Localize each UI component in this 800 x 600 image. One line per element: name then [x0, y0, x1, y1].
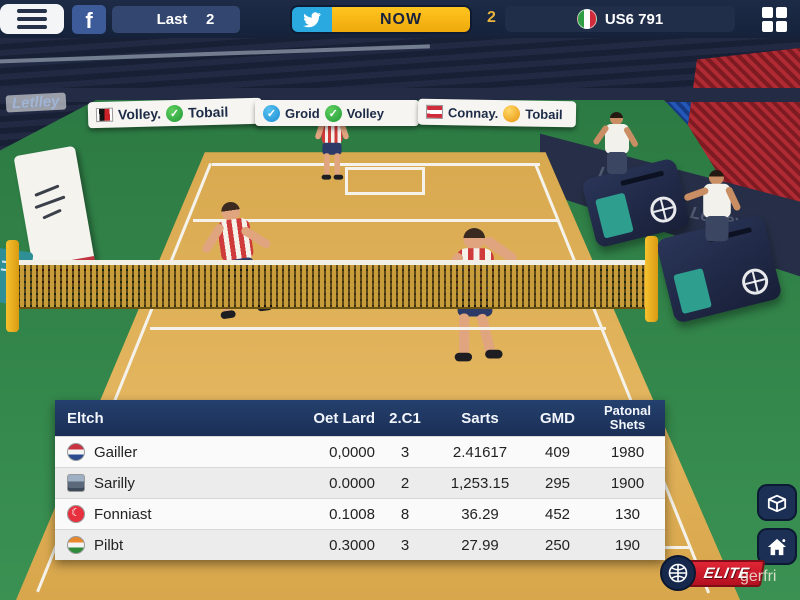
volleyball-net: [12, 260, 654, 309]
badge-suffix-text: gerfri: [740, 568, 777, 585]
court-line: [193, 219, 559, 222]
stats-table: Eltch Oet Lard 2.C1 Sarts GMD Patonal Sh…: [55, 400, 665, 560]
row-sarts: 1,253.15: [450, 474, 510, 492]
table-header-row: Eltch Oet Lard 2.C1 Sarts GMD Patonal Sh…: [55, 400, 665, 436]
row-2c1: 3: [400, 443, 410, 461]
gold-coin-icon: [503, 104, 521, 122]
sponsor-banner-1: Volley. ✓ Tobail: [87, 97, 263, 129]
table-row[interactable]: Fonniast 0.1008 8 36.29 452 130: [55, 498, 665, 529]
player-avatar-icon: [67, 474, 85, 492]
turkey-flag-icon: [67, 505, 85, 523]
last-label: Last: [156, 11, 188, 28]
last-button[interactable]: Last 2: [112, 6, 240, 33]
row-2c1: 8: [400, 505, 410, 523]
green-check-icon: ✓: [165, 104, 184, 122]
sponsor-banner-3: Connay. Tobail: [417, 98, 577, 128]
row-name: Sarilly: [94, 474, 135, 492]
row-oet-lard: 0.0000: [329, 474, 375, 492]
row-gmd: 250: [544, 536, 571, 554]
row-2c1: 2: [400, 474, 410, 492]
india-flag-icon: [67, 536, 85, 554]
twitter-icon: [292, 7, 332, 32]
blue-check-icon: ✓: [263, 104, 280, 122]
row-patonal: 1900: [610, 474, 645, 492]
black-red-flag-icon: [95, 107, 114, 123]
elite-badge[interactable]: ELITE: [660, 555, 766, 591]
grid-icon: [762, 7, 773, 18]
court-service-box: [345, 167, 425, 195]
box-icon: [767, 494, 787, 512]
net-post-left: [6, 240, 19, 332]
netherlands-flag-icon: [67, 443, 85, 461]
header-patonal-shets: Patonal Shets: [604, 403, 651, 432]
league-ball-icon: [660, 555, 696, 591]
home-button[interactable]: [757, 528, 797, 565]
italy-flag-icon: [576, 9, 597, 29]
row-oet-lard: 0.3000: [329, 536, 375, 554]
row-gmd: 295: [544, 474, 571, 492]
header-gmd: GMD: [540, 409, 575, 427]
apps-grid-button[interactable]: [762, 7, 788, 33]
red-white-red-flag-icon: [425, 104, 444, 120]
row-patonal: 130: [614, 505, 641, 523]
row-patonal: 190: [614, 536, 641, 554]
green-check-icon: ✓: [324, 104, 342, 122]
row-gmd: 409: [544, 443, 571, 461]
row-patonal: 1980: [610, 443, 645, 461]
currency-display[interactable]: US6 791: [505, 6, 735, 32]
header-oet-lard: Oet Lard: [313, 409, 375, 427]
table-row[interactable]: Sarilly 0.0000 2 1,253.15 295 1900: [55, 467, 665, 498]
rewards-button[interactable]: [757, 484, 797, 521]
banner-text: Volley: [346, 105, 385, 121]
row-oet-lard: 0,0000: [329, 443, 375, 461]
now-count: 2: [487, 9, 496, 26]
row-sarts: 2.41617: [452, 443, 508, 461]
header-sarts: Sarts: [461, 409, 499, 427]
currency-value: US6 791: [604, 10, 664, 28]
header-2c1: 2.C1: [389, 409, 421, 427]
barrier-brand-text: Letlley: [5, 92, 66, 113]
now-button[interactable]: NOW: [290, 5, 472, 34]
row-sarts: 27.99: [461, 536, 499, 554]
row-name: Fonniast: [94, 505, 152, 523]
court-line: [150, 327, 606, 330]
header-eltch: Eltch: [67, 409, 104, 427]
row-2c1: 3: [400, 536, 410, 554]
last-count: 2: [206, 11, 215, 28]
row-oet-lard: 0.1008: [329, 505, 375, 523]
banner-text: Groid: [285, 105, 320, 121]
home-icon: [767, 538, 787, 555]
banner-text: Tobail: [525, 105, 563, 122]
row-gmd: 452: [544, 505, 571, 523]
hamburger-icon: [17, 9, 47, 13]
table-row[interactable]: Pilbt 0.3000 3 27.99 250 190: [55, 529, 665, 560]
row-name: Gailler: [94, 443, 138, 461]
net-post-right: [645, 236, 658, 322]
row-name: Pilbt: [94, 536, 124, 554]
banner-text: Tobail: [187, 103, 229, 121]
banner-text: Connay.: [447, 104, 499, 121]
court-line: [212, 163, 540, 166]
facebook-button[interactable]: f: [72, 5, 106, 34]
menu-button[interactable]: [0, 4, 64, 34]
machine-logo-icon: [647, 193, 680, 226]
top-bar: f Last 2 NOW 2 US6 791: [0, 0, 800, 38]
banner-text: Volley.: [117, 105, 162, 123]
facebook-icon: f: [85, 8, 93, 33]
now-label: NOW: [332, 7, 470, 32]
row-sarts: 36.29: [461, 505, 499, 523]
machine-logo-icon: [739, 265, 771, 298]
sponsor-banner-2: ✓ Groid ✓ Volley: [255, 100, 419, 126]
table-row[interactable]: Gailler 0,0000 3 2.41617 409 1980: [55, 436, 665, 467]
